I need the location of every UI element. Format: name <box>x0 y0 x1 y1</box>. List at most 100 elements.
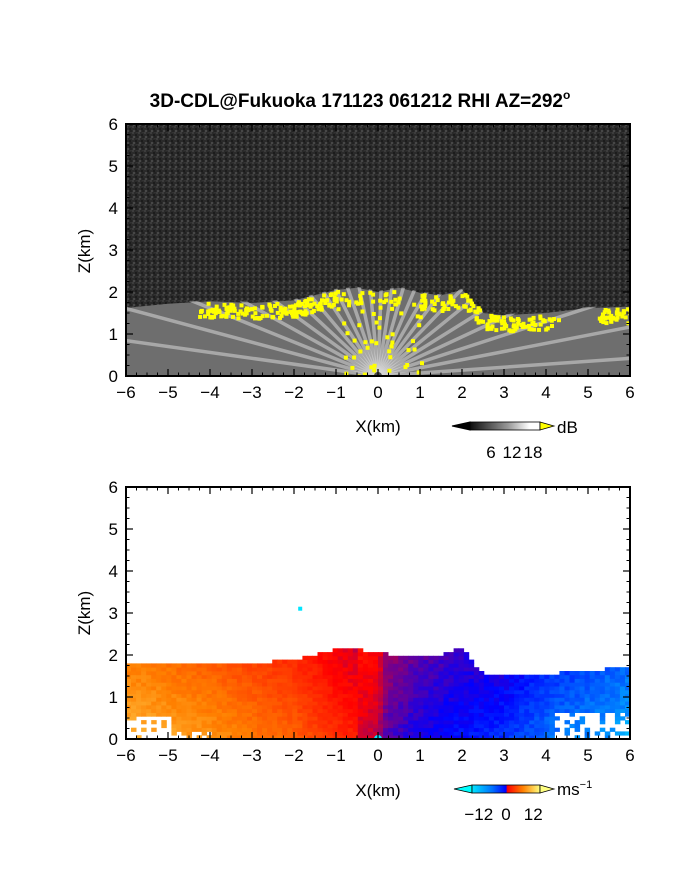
velocity-cell <box>141 671 147 676</box>
velocity-cell <box>131 701 137 706</box>
velocity-cell <box>614 678 621 683</box>
colorbar-tick-label: 12 <box>524 805 543 824</box>
velocity-cell <box>393 674 399 679</box>
velocity-cell <box>448 678 455 683</box>
backscatter-cell <box>260 314 265 319</box>
velocity-cell <box>378 652 384 657</box>
velocity-cell <box>388 716 394 721</box>
backscatter-cell <box>360 291 365 296</box>
velocity-cell <box>579 716 586 721</box>
velocity-cell <box>262 723 268 729</box>
velocity-cell <box>509 693 515 698</box>
backscatter-cell <box>362 372 367 376</box>
velocity-cell <box>216 678 223 683</box>
velocity-cell <box>463 655 470 660</box>
velocity-cell <box>448 663 455 668</box>
velocity-cell <box>574 693 581 698</box>
velocity-cell <box>428 678 434 683</box>
velocity-cell <box>262 727 268 732</box>
velocity-cell <box>493 735 500 739</box>
velocity-cell <box>161 686 167 691</box>
velocity-cell <box>453 678 460 683</box>
velocity-cell <box>221 678 228 683</box>
backscatter-cell <box>544 327 549 332</box>
velocity-cell <box>241 712 248 717</box>
velocity-cell <box>241 686 248 691</box>
backscatter-cell <box>327 303 332 308</box>
velocity-cell <box>302 659 308 664</box>
velocity-cell <box>373 720 379 725</box>
velocity-cell <box>413 671 419 676</box>
velocity-cell <box>458 674 465 679</box>
velocity-cell <box>514 735 520 739</box>
velocity-cell <box>211 731 218 736</box>
x-tick-label: 5 <box>583 383 592 402</box>
velocity-cell <box>342 663 349 668</box>
velocity-cell <box>559 708 565 713</box>
velocity-cell <box>519 678 525 683</box>
velocity-cell <box>559 671 565 676</box>
velocity-cell <box>146 678 152 683</box>
velocity-cell <box>131 682 137 687</box>
velocity-cell <box>378 712 384 717</box>
velocity-cell <box>302 708 308 713</box>
velocity-cell <box>488 686 495 691</box>
backscatter-cell <box>456 305 461 310</box>
velocity-cell <box>272 708 278 713</box>
backscatter-cell <box>304 301 309 306</box>
velocity-cell <box>297 663 303 668</box>
velocity-cell <box>352 693 359 698</box>
velocity-cell <box>509 727 515 732</box>
velocity-cell <box>136 671 142 676</box>
backscatter-cell <box>316 307 321 312</box>
velocity-cell <box>499 697 505 702</box>
velocity-cell <box>488 720 495 725</box>
velocity-cell <box>468 731 475 736</box>
velocity-cell <box>332 682 339 687</box>
velocity-cell <box>201 689 208 695</box>
backscatter-cell <box>374 320 379 325</box>
velocity-cell <box>367 667 374 672</box>
velocity-cell <box>312 731 318 736</box>
velocity-cell <box>307 712 313 717</box>
velocity-cell <box>221 689 228 695</box>
velocity-cell <box>534 727 540 732</box>
velocity-cell <box>166 697 172 702</box>
velocity-cell <box>332 705 339 710</box>
velocity-cell <box>544 674 550 679</box>
velocity-cell <box>383 712 389 717</box>
velocity-cell <box>428 671 434 676</box>
backscatter-cell <box>350 365 355 370</box>
velocity-cell <box>267 720 273 725</box>
velocity-cell <box>262 667 268 672</box>
velocity-cell <box>312 674 318 679</box>
velocity-cell <box>352 652 359 657</box>
velocity-cell <box>352 663 359 668</box>
velocity-cell <box>292 689 298 695</box>
velocity-cell <box>126 671 132 676</box>
velocity-cell <box>282 727 288 732</box>
velocity-cell <box>181 705 187 710</box>
velocity-cell <box>257 689 263 695</box>
x-tick-label: −5 <box>158 746 177 765</box>
velocity-cell <box>287 705 293 710</box>
velocity-cell <box>488 674 495 679</box>
velocity-cell <box>362 705 369 710</box>
velocity-cell <box>186 693 192 698</box>
velocity-cell <box>448 686 455 691</box>
velocity-cell <box>604 701 611 706</box>
velocity-cell <box>468 712 475 717</box>
velocity-cell <box>423 693 429 698</box>
velocity-cell <box>267 686 273 691</box>
backscatter-cell <box>479 319 484 324</box>
velocity-cell <box>423 678 429 683</box>
velocity-cell <box>413 678 419 683</box>
velocity-cell <box>166 701 172 706</box>
velocity-cell <box>488 712 495 717</box>
backscatter-cell <box>231 303 236 308</box>
velocity-cell <box>131 708 137 713</box>
velocity-cell <box>614 701 621 706</box>
backscatter-cell <box>239 303 244 308</box>
velocity-cell <box>428 697 434 702</box>
velocity-cell <box>236 682 243 687</box>
